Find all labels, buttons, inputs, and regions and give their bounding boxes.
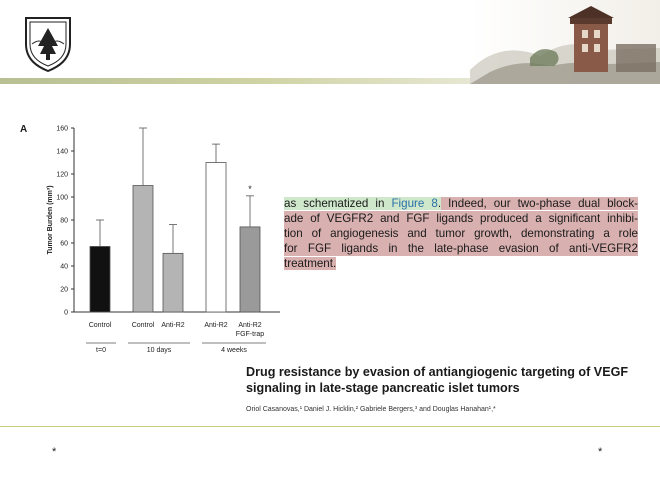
group-label: 4 weeks — [221, 347, 247, 354]
footer-star-left: * — [52, 446, 57, 458]
quote-period: . — [437, 197, 442, 210]
footer-divider — [0, 426, 660, 427]
paper-title-line-1: Drug resistance by evasion of antiangiog… — [246, 365, 629, 379]
y-tick-label: 0 — [64, 310, 68, 317]
highlighted-quote: as schematized in Figure 8. Indeed, our … — [284, 196, 638, 270]
bar — [239, 226, 261, 313]
bar — [205, 162, 227, 313]
bar — [132, 185, 154, 313]
y-tick-label: 40 — [60, 264, 68, 271]
group-label: t=0 — [96, 347, 106, 354]
category-label: FGF-trap — [236, 331, 264, 338]
university-seal-logo — [25, 17, 71, 72]
quote-line-2: ade of VEGFR2 and FGF ligands produced a… — [284, 211, 638, 226]
bar — [162, 252, 184, 313]
tumor-burden-bar-chart: 0 20 40 60 80 100 120 140 160 Tumor Burden (mm³) *… — [47, 126, 280, 354]
category-label: Anti-R2 — [204, 322, 227, 329]
footer-star-right: * — [598, 446, 603, 458]
paper-title-line-2: signaling in late-stage pancreatic islet… — [246, 381, 520, 395]
quote-line-4: for FGF ligands in the late-phase evasio… — [284, 241, 638, 256]
y-tick-label: 120 — [56, 172, 68, 179]
figure-reference-link[interactable]: Figure 8 — [391, 197, 438, 210]
y-tick-label: 80 — [60, 218, 68, 225]
category-label: Control — [132, 322, 155, 329]
quote-text-red: Indeed, our two-phase dual block- — [441, 197, 638, 210]
quote-line-3: tion of angiogenesis and tumor growth, d… — [284, 226, 638, 241]
y-tick-label: 20 — [60, 287, 68, 294]
bar — [89, 246, 111, 313]
paper-authors: Oriol Casanovas,¹ Daniel J. Hicklin,² Ga… — [246, 406, 496, 413]
y-tick-label: 60 — [60, 241, 68, 248]
quote-text-green: as schematized in — [284, 197, 392, 210]
panel-label: A — [20, 124, 28, 135]
campus-building-banner — [470, 0, 660, 84]
category-label: Anti-R2 — [161, 322, 184, 329]
paper-title: Drug resistance by evasion of antiangiog… — [246, 364, 646, 396]
category-label: Anti-R2 — [238, 322, 261, 329]
y-tick-label: 160 — [56, 126, 68, 133]
category-label: Control — [89, 322, 112, 329]
group-label: 10 days — [147, 347, 172, 354]
quote-line-5-text: treatment. — [284, 257, 337, 270]
y-tick-label: 100 — [56, 195, 68, 202]
significance-marker: * — [248, 184, 252, 194]
quote-line-1: as schematized in Figure 8. Indeed, our … — [284, 196, 638, 211]
header-divider — [0, 78, 470, 84]
quote-line-5: treatment. — [284, 256, 638, 271]
y-axis-label: Tumor Burden (mm³) — [47, 185, 54, 254]
y-tick-label: 140 — [56, 149, 68, 156]
